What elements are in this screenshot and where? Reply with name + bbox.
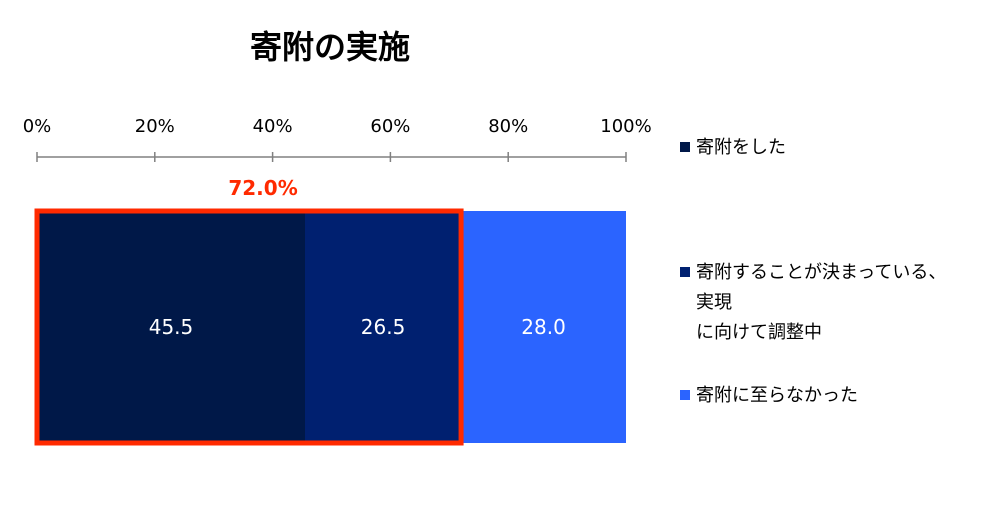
legend-label-donated: 寄附をした bbox=[696, 137, 786, 158]
legend-item-not-donated: 寄附に至らなかった bbox=[680, 381, 956, 411]
bar-segment-label-1: 26.5 bbox=[361, 315, 406, 339]
highlight-label: 72.0% bbox=[228, 176, 297, 200]
legend-swatch-not-donated bbox=[680, 390, 690, 400]
x-tick-label-1: 20% bbox=[135, 116, 175, 137]
x-tick-label-5: 100% bbox=[600, 116, 651, 137]
x-tick-label-0: 0% bbox=[23, 116, 52, 137]
highlight-box bbox=[34, 208, 464, 446]
bar-segment-label-2: 28.0 bbox=[521, 315, 566, 339]
x-tick-label-4: 80% bbox=[488, 116, 528, 137]
x-tick-label-2: 40% bbox=[253, 116, 293, 137]
legend-swatch-donated bbox=[680, 142, 690, 152]
bar-segment-0 bbox=[37, 211, 305, 443]
x-tick-label-3: 60% bbox=[370, 116, 410, 137]
legend-item-donated: 寄附をした bbox=[680, 133, 956, 163]
bar-segment-2 bbox=[461, 211, 626, 443]
chart-title: 寄附の実施 bbox=[249, 28, 410, 66]
legend-label-pending-line2: に向けて調整中 bbox=[696, 322, 822, 343]
legend-label-not-donated: 寄附に至らなかった bbox=[696, 385, 858, 406]
legend-swatch-pending bbox=[680, 267, 690, 277]
bar-segment-1 bbox=[304, 211, 462, 443]
bar-segment-label-0: 45.5 bbox=[149, 315, 194, 339]
legend-label-pending-line1: 寄附することが決まっている、実現 bbox=[696, 262, 947, 313]
legend-item-pending: 寄附することが決まっている、実現に向けて調整中 bbox=[680, 258, 956, 348]
